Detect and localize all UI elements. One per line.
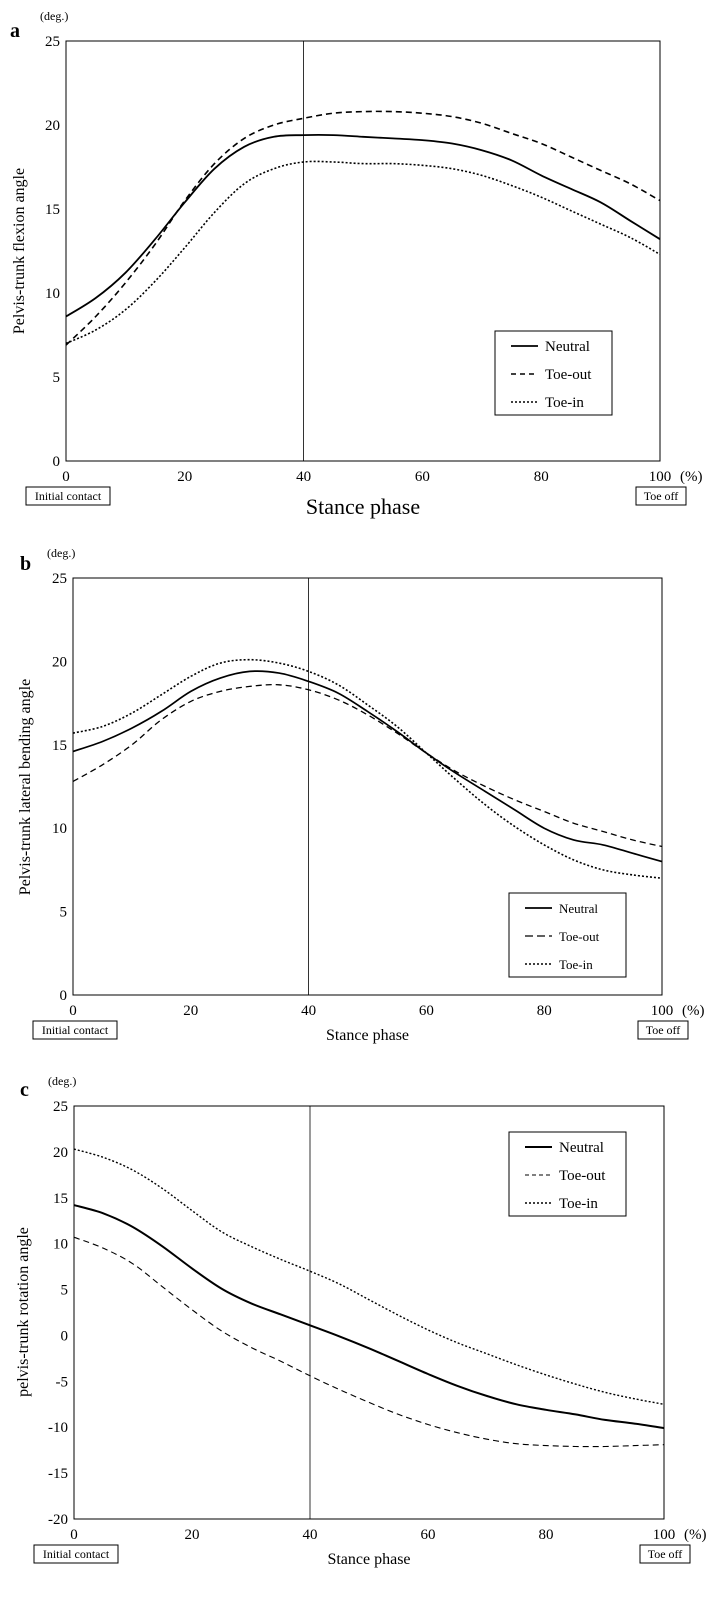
x-tick-label: 80 — [534, 469, 549, 485]
y-tick-label: 5 — [61, 1283, 69, 1299]
y-tick-label: -10 — [48, 1420, 68, 1436]
legend-label: Toe-in — [545, 395, 584, 411]
x-unit-label: (%) — [682, 1003, 705, 1019]
x-tick-label: 80 — [539, 1527, 554, 1543]
initial-contact-box — [25, 486, 111, 506]
y-unit-label: (deg.) — [40, 9, 68, 23]
legend-label: Toe-in — [559, 1196, 598, 1212]
panel-letter: c — [20, 1079, 29, 1101]
y-tick-label: 0 — [53, 454, 61, 470]
y-tick-label: 20 — [52, 654, 67, 670]
x-axis-title: Stance phase — [306, 494, 420, 519]
plot-frame — [65, 40, 661, 462]
toe-off-label: Toe off — [648, 1547, 683, 1561]
y-tick-label: 0 — [61, 1328, 69, 1344]
initial-contact-label: Initial contact — [43, 1547, 110, 1561]
plot-frame — [73, 1105, 665, 1520]
y-unit-label: (deg.) — [47, 546, 75, 560]
x-tick-label: 60 — [421, 1527, 436, 1543]
toe-off-label: Toe off — [646, 1023, 681, 1037]
series-line-toe-in — [65, 160, 661, 345]
panel-letter: b — [20, 553, 31, 575]
x-tick-label: 20 — [177, 469, 192, 485]
plot-frame — [72, 577, 663, 996]
x-tick-label: 0 — [62, 469, 70, 485]
x-tick-label: 60 — [419, 1003, 434, 1019]
y-tick-label: -15 — [48, 1466, 68, 1482]
y-tick-label: 25 — [45, 34, 60, 50]
y-tick-label: 15 — [45, 202, 60, 218]
series-line-toe-out — [72, 683, 663, 848]
x-tick-label: 20 — [183, 1003, 198, 1019]
toe-off-box — [635, 486, 687, 506]
y-tick-label: 5 — [60, 905, 68, 921]
series-line-toe-out — [73, 1236, 665, 1448]
y-tick-label: 10 — [53, 1237, 68, 1253]
x-tick-label: 100 — [651, 1003, 674, 1019]
panel-letter: a — [10, 20, 20, 42]
y-tick-label: 10 — [52, 821, 67, 837]
toe-off-box — [637, 1020, 689, 1040]
y-tick-label: 20 — [45, 118, 60, 134]
y-tick-label: 15 — [53, 1191, 68, 1207]
initial-contact-box — [33, 1544, 119, 1564]
x-tick-label: 60 — [415, 469, 430, 485]
chart-panel-b: b (deg.) 0 5 10 15 20 25 0 20 40 60 80 100 (%) Pelvis-t… — [17, 546, 705, 1044]
y-tick-label: 20 — [53, 1145, 68, 1161]
series-line-neutral — [65, 133, 661, 318]
legend-label: Neutral — [545, 339, 590, 355]
series-line-neutral — [72, 670, 663, 863]
x-tick-label: 100 — [653, 1527, 676, 1543]
series-line-toe-in — [73, 1148, 665, 1405]
x-tick-label: 40 — [296, 469, 311, 485]
y-unit-label: (deg.) — [48, 1074, 76, 1088]
legend-label: Toe-out — [559, 1168, 606, 1184]
y-tick-label: 25 — [52, 571, 67, 587]
chart-panel-c: c (deg.) -20 -15 -10 -5 0 5 10 15 20 25 0 20 40 60 80 100… — [15, 1074, 707, 1568]
legend-label: Toe-out — [545, 367, 592, 383]
x-axis-title: Stance phase — [326, 1027, 409, 1044]
y-tick-label: -20 — [48, 1512, 68, 1528]
initial-contact-label: Initial contact — [35, 489, 102, 503]
y-axis-title: Pelvis-trunk flexion angle — [11, 168, 28, 334]
y-tick-label: -5 — [56, 1374, 69, 1390]
y-axis-title: Pelvis-trunk lateral bending angle — [17, 679, 34, 895]
legend-label: Toe-in — [559, 957, 593, 972]
x-tick-label: 0 — [70, 1527, 78, 1543]
y-tick-label: 0 — [60, 988, 68, 1004]
legend-box — [494, 330, 613, 416]
legend-label: Toe-out — [559, 929, 600, 944]
series-line-toe-out — [65, 110, 661, 346]
toe-off-box — [639, 1544, 691, 1564]
y-tick-label: 5 — [53, 370, 61, 386]
x-unit-label: (%) — [680, 469, 703, 485]
y-tick-label: 15 — [52, 738, 67, 754]
initial-contact-box — [32, 1020, 118, 1040]
initial-contact-label: Initial contact — [42, 1023, 109, 1037]
y-tick-label: 25 — [53, 1099, 68, 1115]
chart-panel-a: a (deg.) 0 5 10 15 20 25 0 20 40 60 80 100 (%) Pelvis-t… — [10, 9, 703, 519]
x-tick-label: 100 — [649, 469, 672, 485]
y-tick-label: 10 — [45, 286, 60, 302]
x-unit-label: (%) — [684, 1527, 707, 1543]
legend-box — [508, 892, 627, 978]
toe-off-label: Toe off — [644, 489, 679, 503]
x-tick-label: 40 — [303, 1527, 318, 1543]
legend-label: Neutral — [559, 1140, 604, 1156]
x-tick-label: 0 — [69, 1003, 77, 1019]
x-tick-label: 20 — [185, 1527, 200, 1543]
legend-label: Neutral — [559, 901, 598, 916]
x-tick-label: 80 — [537, 1003, 552, 1019]
y-axis-title: pelvis-trunk rotation angle — [15, 1227, 32, 1397]
x-tick-label: 40 — [301, 1003, 316, 1019]
series-line-toe-in — [72, 658, 663, 879]
x-axis-title: Stance phase — [327, 1551, 410, 1568]
series-line-neutral — [73, 1204, 665, 1430]
